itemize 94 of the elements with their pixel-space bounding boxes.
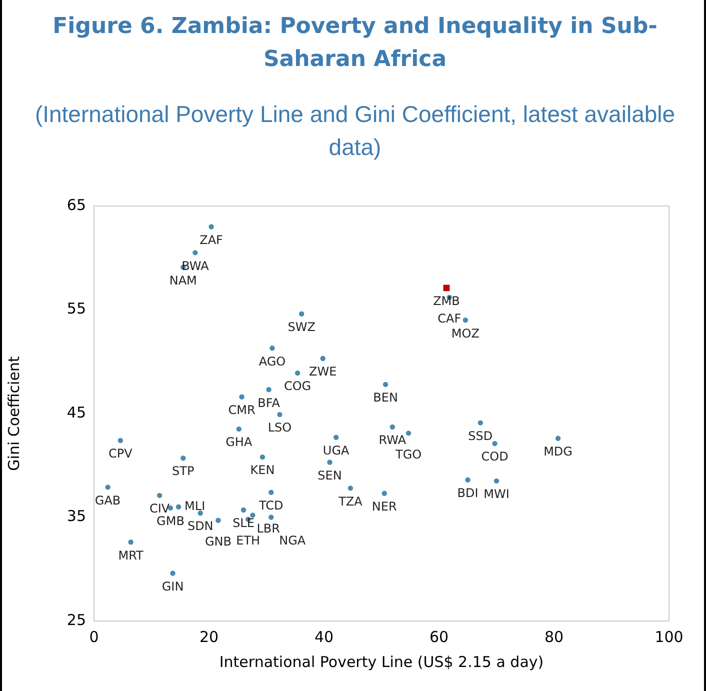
annotation: TGO [394,447,422,462]
annotation: AGO [258,354,286,368]
point [270,346,275,351]
annotation: SSD [468,428,493,443]
point [176,504,182,510]
point [382,490,387,496]
point [348,486,354,491]
annotation: CMR [228,403,256,418]
annotation: CPV [108,446,134,461]
point [216,518,221,523]
point [390,424,396,430]
annotation: ZMB [433,294,460,308]
point [320,356,326,362]
annotation: SLE [232,516,254,530]
x-tick-label: 0 [89,628,99,646]
annotation: ZAF [200,232,224,247]
point [277,412,282,418]
annotation: COG [284,379,312,394]
point [180,456,186,461]
point [239,394,244,400]
x-tick-label: 40 [314,628,334,646]
annotation: SDN [187,519,214,534]
annotation: GNB [204,534,232,548]
annotation: MOZ [451,326,480,340]
annotation: STP [172,464,194,478]
point [465,477,470,482]
point [478,420,483,426]
point [156,492,162,498]
annotation: TZA [338,494,364,508]
point [118,438,124,444]
y-tick-label: 55 [66,300,86,318]
annotation: SEN [318,468,342,482]
point [462,318,468,323]
annotation: BDI [457,486,478,500]
annotation: GIN [162,579,184,594]
annotation: BWA [182,258,210,273]
annotation: MLI [184,499,206,513]
y-tick-label: 65 [66,196,86,214]
annotation: COD [481,450,508,464]
chart-title: Figure 6. Zambia: Poverty and Inequality in Sub-Saharan Africa [52,13,658,74]
point [294,370,300,376]
y-tick-label: 45 [66,403,86,422]
annotation: LBR [256,521,280,536]
x-tick-label: 60 [429,628,449,646]
point [382,382,388,388]
annotation: LSO [268,420,292,435]
point [105,484,110,490]
annotation: GMB [156,514,184,528]
chart-subtitle: (International Poverty Line and Gini Coefficient, latest available data) [34,100,676,162]
annotation: BFA [258,396,281,410]
point [192,250,198,256]
point [268,490,274,495]
point [250,512,256,518]
annotation: UGA [322,443,350,458]
y-tick-label: 35 [66,507,86,526]
annotation: BEN [373,390,398,405]
annotation: SWZ [288,320,316,334]
x-tick-label: 100 [654,628,684,646]
x-axis-title: International Poverty Line (US$ 2.15 a day) [219,652,544,671]
annotation: MDG [544,444,572,459]
y-axis-title: Gini Coefficient [4,356,23,471]
point [128,540,134,545]
annotation: NGA [279,533,306,548]
annotation: ETH [236,533,260,548]
annotation: CIV [149,502,170,516]
annotation: CAF [438,311,462,326]
annotation: TCD [258,498,284,512]
point [208,224,214,230]
annotation: MWI [484,487,510,502]
point [260,454,266,460]
annotation: GHA [226,435,253,450]
point [170,570,176,576]
annotation: ZWE [309,364,337,379]
annotation: GAB [94,493,121,508]
annotation: NAM [169,273,197,288]
point [333,434,339,440]
annotation: MRT [118,548,144,562]
point [198,510,203,516]
point [298,311,304,316]
point [327,460,332,465]
x-tick-label: 80 [544,628,564,646]
point [268,514,274,520]
annotation: KEN [250,463,275,478]
point [492,440,498,446]
point [236,426,242,432]
y-tick-label: 25 [66,610,86,629]
annotation: RWA [378,433,407,448]
annotation: NER [372,500,397,514]
x-tick-label: 20 [199,628,219,646]
point [406,430,412,436]
point [266,387,272,392]
point [240,507,246,513]
point [494,478,500,484]
point [555,436,561,441]
